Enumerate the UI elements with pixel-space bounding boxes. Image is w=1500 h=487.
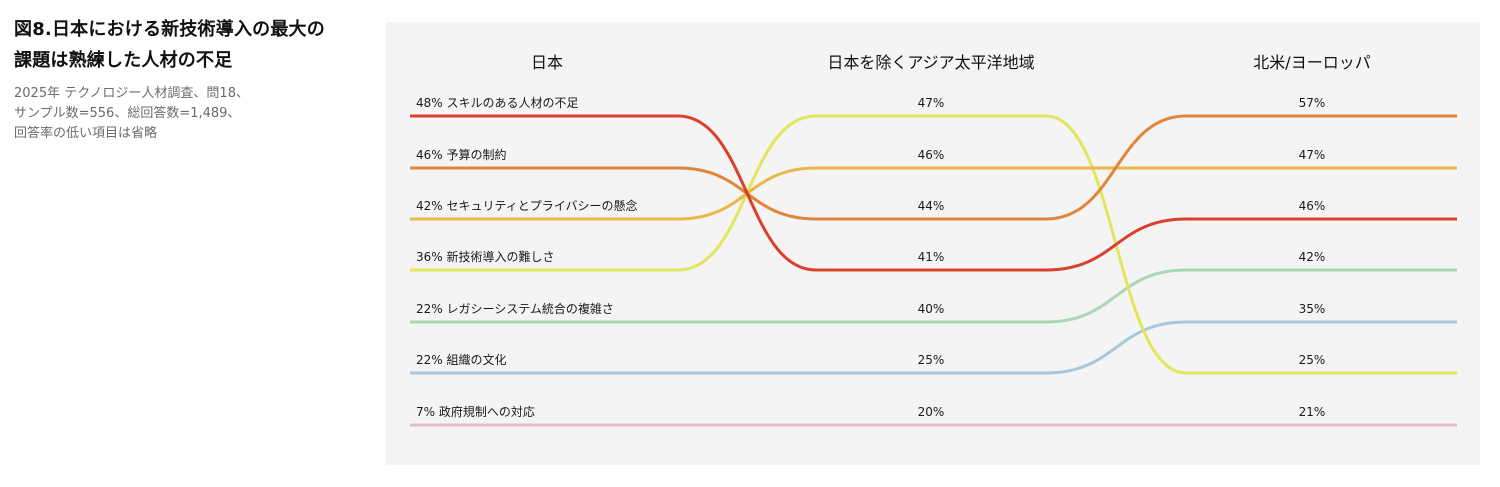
series-label: 22% レガシーシステム統合の複雑さ <box>416 301 614 316</box>
series-label: 36% 新技術導入の難しさ <box>416 249 555 264</box>
chart-panel: 日本 日本を除くアジア太平洋地域 北米/ヨーロッパ 48% スキルのある人材の不… <box>386 22 1480 465</box>
column-header-na-eu: 北米/ヨーロッパ <box>1253 53 1370 72</box>
figure-title-line: 図8.日本における新技術導入の最大の <box>14 19 325 40</box>
series-line <box>410 166 1457 221</box>
series-label: 42% セキュリティとプライバシーの懸念 <box>416 198 638 213</box>
figure-subtitle-line: サンプル数=556、総回答数=1,489、 <box>14 106 241 121</box>
column-header-apac: 日本を除くアジア太平洋地域 <box>827 53 1034 72</box>
data-label: 57% <box>1299 96 1326 110</box>
data-label: 21% <box>1299 405 1326 419</box>
figure-title-line: 課題は熟練した人材の不足 <box>14 50 233 71</box>
series-line <box>410 114 1457 272</box>
data-label: 25% <box>1299 353 1326 367</box>
series-label: 7% 政府規制への対応 <box>416 404 535 419</box>
data-label: 47% <box>1299 148 1326 162</box>
figure-subtitle: 2025年 テクノロジー人材調査、問18、 サンプル数=556、総回答数=1,4… <box>14 84 364 144</box>
figure-subtitle-line: 2025年 テクノロジー人材調査、問18、 <box>14 86 249 101</box>
series-line <box>410 114 1457 221</box>
series-line <box>410 114 1457 375</box>
data-label: 25% <box>918 353 945 367</box>
chart-labels: 日本 日本を除くアジア太平洋地域 北米/ヨーロッパ 48% スキルのある人材の不… <box>416 53 1371 419</box>
series-lines <box>410 114 1457 427</box>
data-label: 41% <box>918 250 945 264</box>
series-label: 22% 組織の文化 <box>416 352 507 367</box>
data-label: 35% <box>1299 302 1326 316</box>
series-line <box>410 268 1457 324</box>
data-label: 44% <box>918 199 945 213</box>
series-label: 48% スキルのある人材の不足 <box>416 96 579 110</box>
column-header-japan: 日本 <box>531 53 563 72</box>
data-label: 46% <box>918 148 945 162</box>
figure-caption: 図8.日本における新技術導入の最大の 課題は熟練した人材の不足 2025年 テク… <box>14 14 364 144</box>
data-label: 20% <box>918 405 945 419</box>
bump-chart: 日本 日本を除くアジア太平洋地域 北米/ヨーロッパ 48% スキルのある人材の不… <box>410 53 1457 427</box>
figure-subtitle-line: 回答率の低い項目は省略 <box>14 126 158 141</box>
data-label: 46% <box>1299 199 1326 213</box>
figure-title: 図8.日本における新技術導入の最大の 課題は熟練した人材の不足 <box>14 14 364 76</box>
data-label: 47% <box>918 96 945 110</box>
series-label: 46% 予算の制約 <box>416 147 507 162</box>
data-label: 42% <box>1299 250 1326 264</box>
data-label: 40% <box>918 302 945 316</box>
